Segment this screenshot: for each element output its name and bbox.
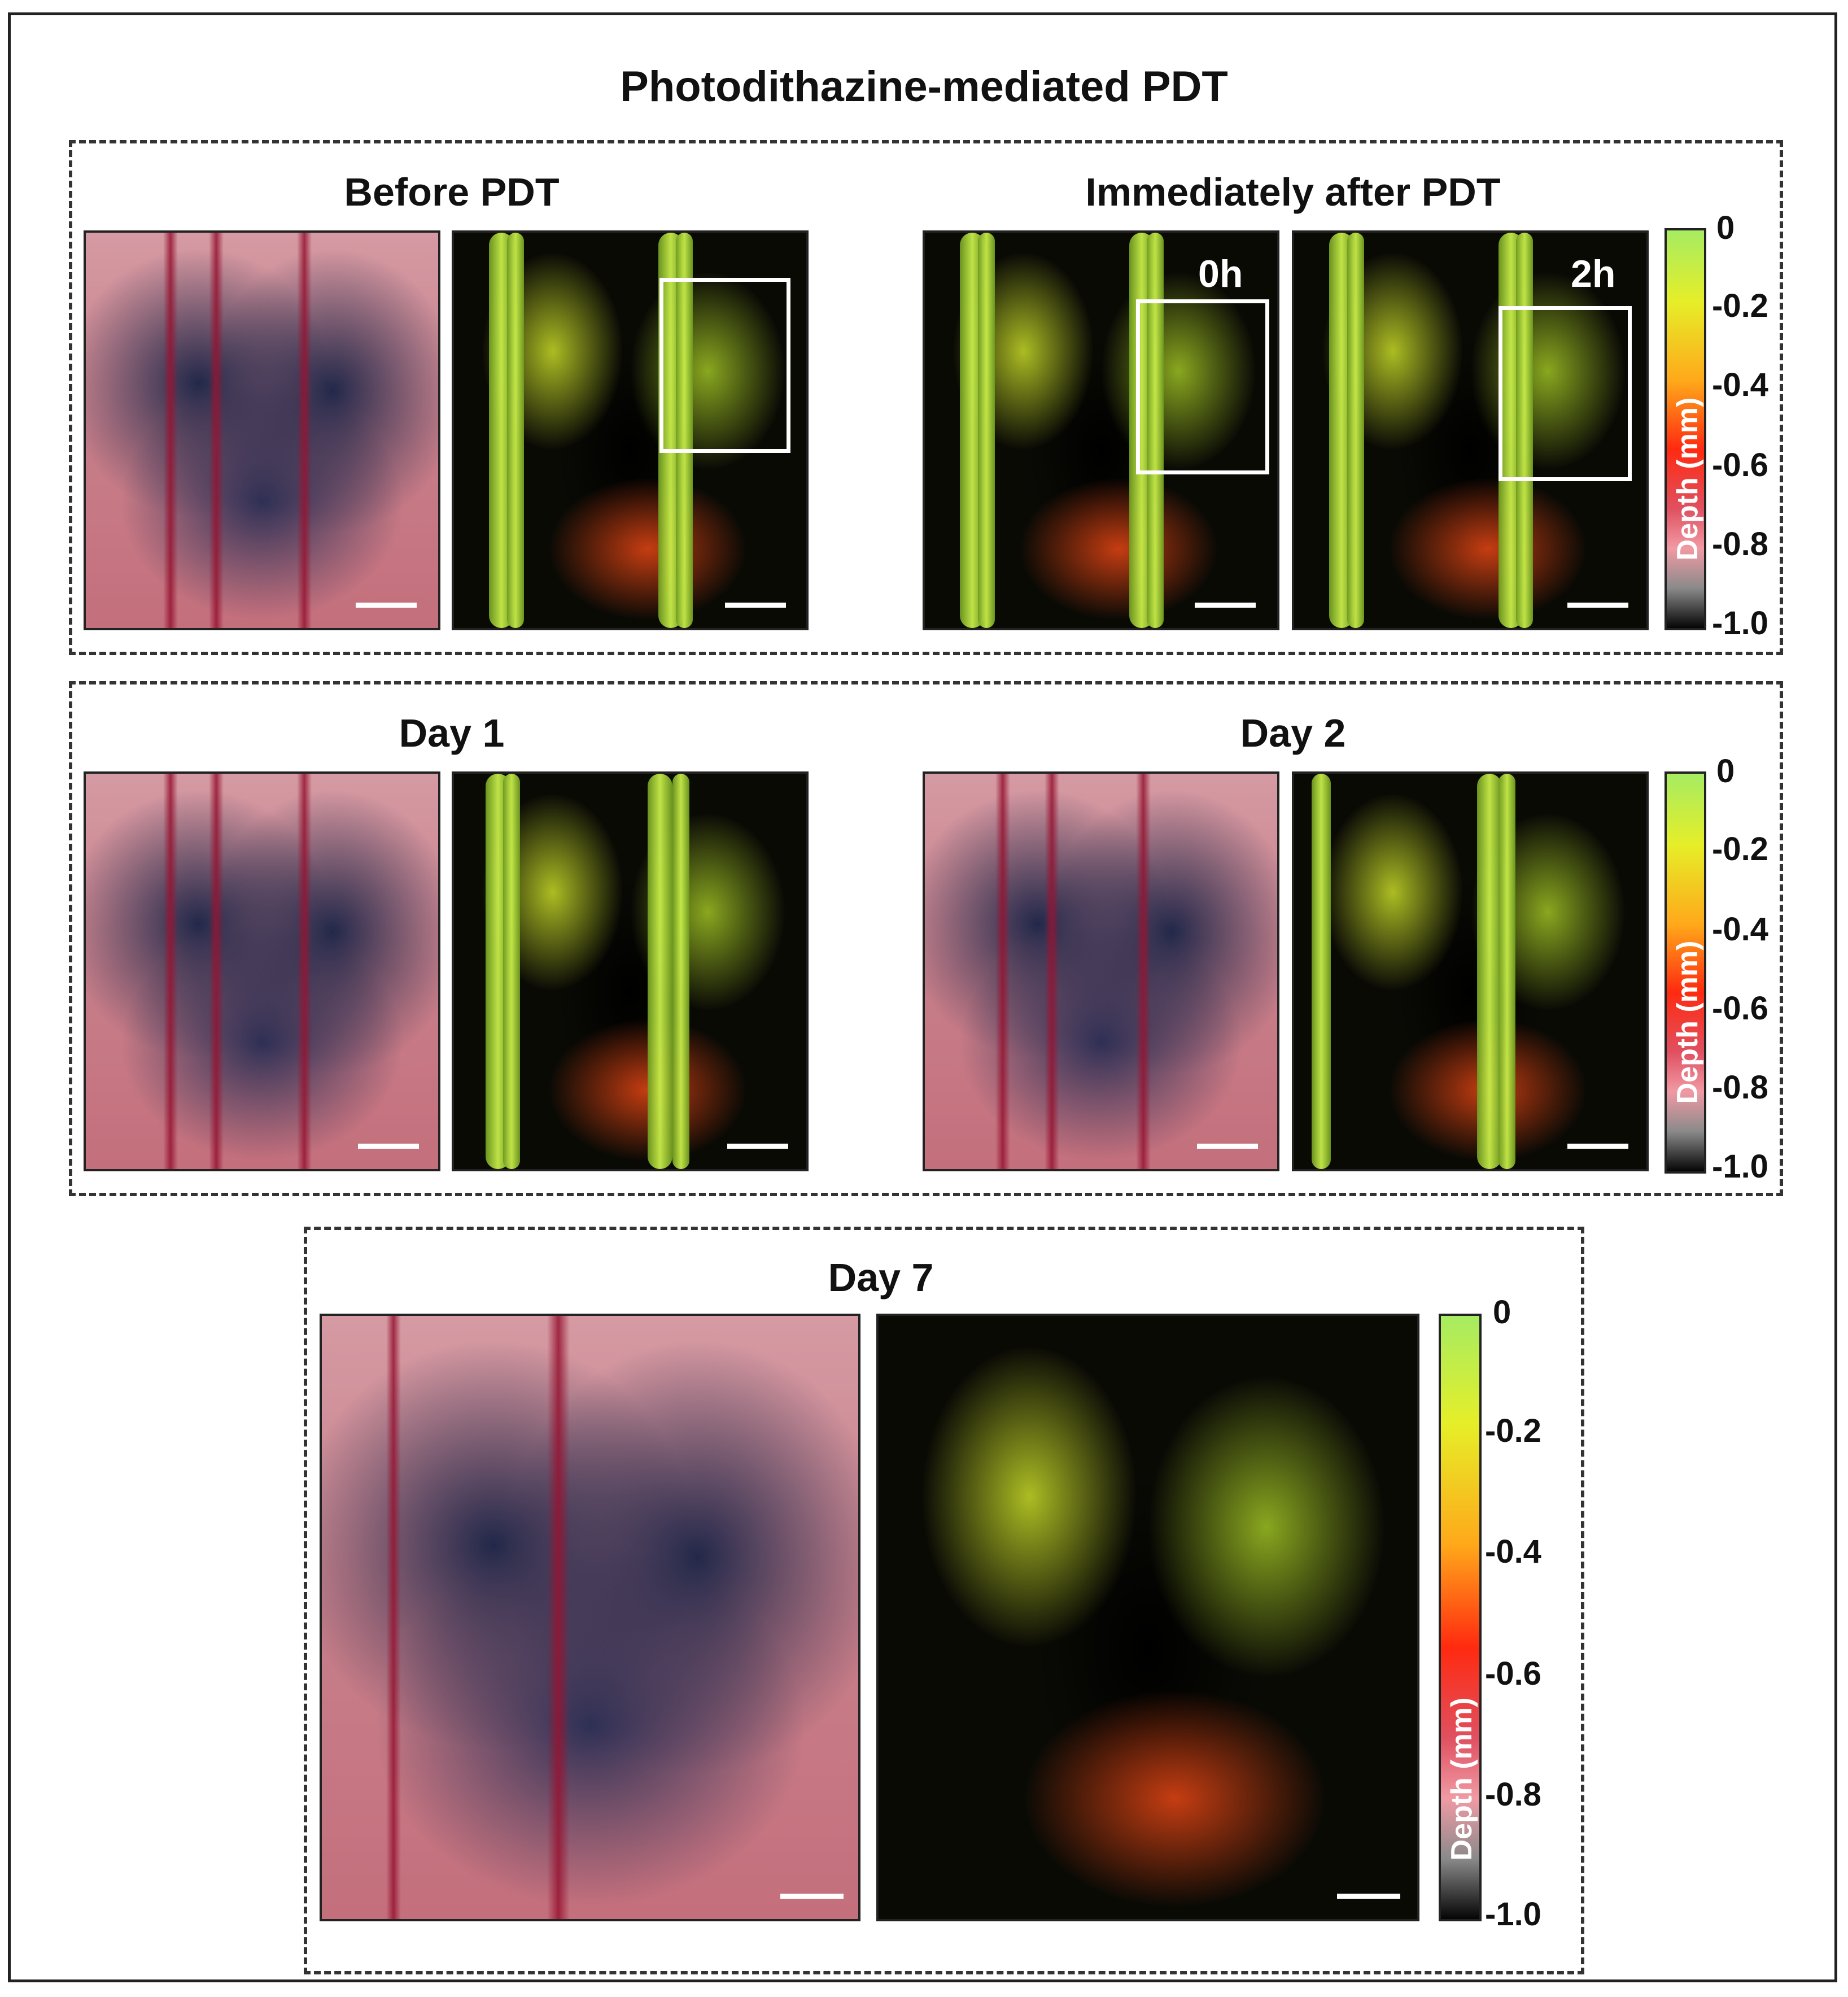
colorbar-tick: -0.8: [1712, 1069, 1768, 1106]
colorbar-tick: -0.6: [1712, 990, 1768, 1027]
row1-group: [69, 140, 1783, 655]
label-day-2: Day 2: [1240, 711, 1346, 755]
depth-colorbar: Depth (mm): [1664, 228, 1706, 630]
row2-group: [69, 681, 1783, 1196]
scale-bar: [780, 1894, 844, 1899]
roi-box: [659, 278, 790, 453]
colorbar-label: Depth (mm): [1671, 397, 1704, 561]
label-day-7: Day 7: [828, 1255, 934, 1300]
photo-day-2: [923, 771, 1279, 1171]
scale-bar: [725, 603, 786, 608]
label-day-1: Day 1: [399, 711, 505, 755]
oct-day-7: [876, 1314, 1419, 1921]
colorbar-tick: -0.8: [1712, 526, 1768, 563]
colorbar-tick: -0.4: [1712, 911, 1768, 948]
scale-bar: [356, 603, 417, 608]
scale-bar: [1337, 1894, 1400, 1899]
figure-frame: [8, 12, 1837, 1982]
oct-before-pdt: [452, 230, 809, 630]
oct-after-0h: 0h: [923, 230, 1279, 630]
colorbar-tick: -0.2: [1712, 287, 1768, 324]
colorbar-tick: -0.2: [1485, 1412, 1541, 1449]
colorbar-tick: -0.4: [1485, 1533, 1541, 1570]
scale-bar: [1195, 603, 1256, 608]
colorbar-tick: 0: [1716, 753, 1735, 790]
scale-bar: [727, 1144, 788, 1149]
colorbar-tick: 0: [1493, 1294, 1511, 1331]
row3-group: [304, 1227, 1584, 1974]
depth-colorbar: Depth (mm): [1664, 771, 1706, 1174]
label-before-pdt: Before PDT: [344, 170, 560, 214]
photo-day-7: [320, 1314, 860, 1921]
scale-bar: [1567, 1144, 1628, 1149]
depth-colorbar: Depth (mm): [1439, 1314, 1482, 1921]
scale-bar: [1197, 1144, 1258, 1149]
colorbar-tick: -0.6: [1485, 1655, 1541, 1692]
colorbar-tick: -1.0: [1712, 605, 1768, 642]
colorbar-tick: -0.8: [1485, 1776, 1541, 1813]
time-label-0h: 0h: [1198, 252, 1243, 295]
figure-title: Photodithazine-mediated PDT: [620, 63, 1228, 111]
roi-box: [1499, 306, 1632, 481]
roi-box: [1136, 299, 1269, 474]
photo-before-pdt: [84, 230, 440, 630]
colorbar-label: Depth (mm): [1671, 940, 1704, 1104]
colorbar-tick: -0.4: [1712, 367, 1768, 403]
label-immediately-after-pdt: Immediately after PDT: [1085, 170, 1501, 214]
colorbar-label: Depth (mm): [1445, 1697, 1478, 1861]
colorbar-tick: 0: [1716, 210, 1735, 246]
oct-after-2h: 2h: [1292, 230, 1649, 630]
colorbar-tick: -1.0: [1712, 1148, 1768, 1185]
scale-bar: [358, 1144, 419, 1149]
colorbar-tick: -1.0: [1485, 1896, 1541, 1933]
colorbar-tick: -0.2: [1712, 831, 1768, 867]
scale-bar: [1567, 603, 1628, 608]
time-label-2h: 2h: [1571, 252, 1616, 295]
oct-day-2: [1292, 771, 1649, 1171]
photo-day-1: [84, 771, 440, 1171]
colorbar-tick: -0.6: [1712, 447, 1768, 483]
oct-day-1: [452, 771, 809, 1171]
